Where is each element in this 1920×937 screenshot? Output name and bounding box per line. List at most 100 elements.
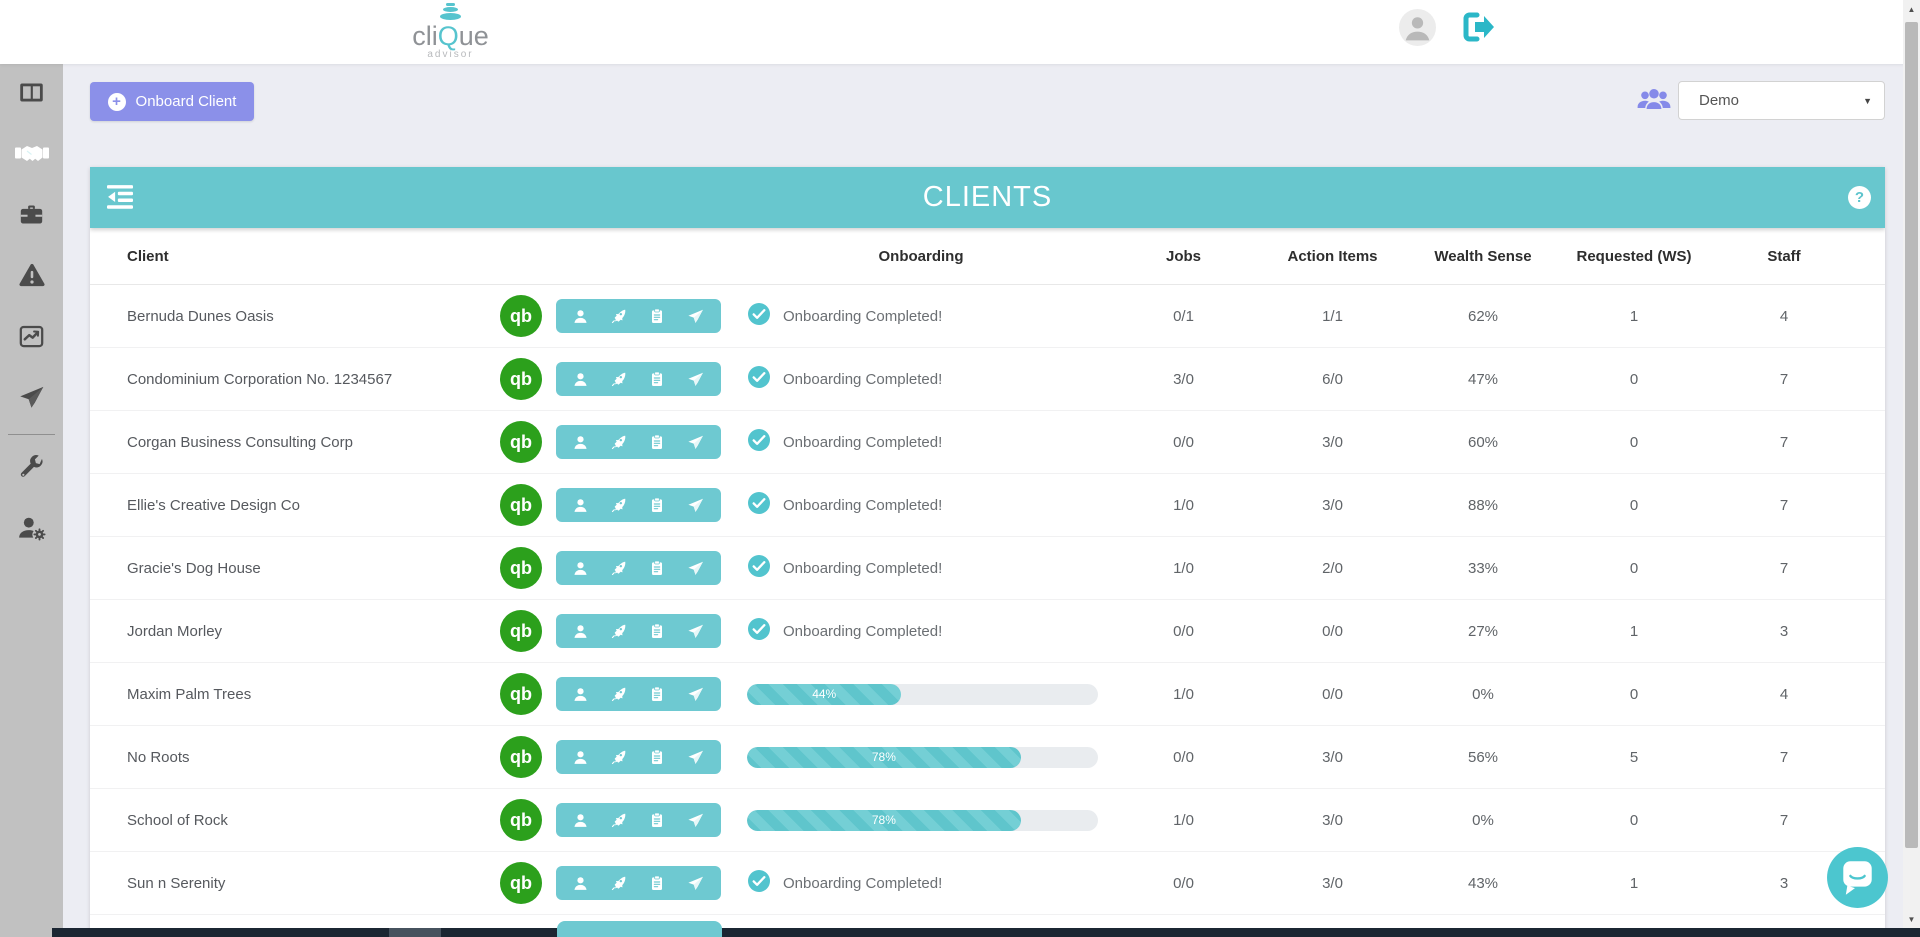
client-profile-button[interactable]	[568, 681, 594, 707]
action-items-cell: 0/0	[1322, 622, 1343, 640]
chat-bubble-icon[interactable]	[1825, 845, 1890, 910]
quickbooks-icon[interactable]: qb	[500, 862, 542, 904]
sidebar-item-tools[interactable]	[0, 439, 63, 500]
actions-cell	[546, 677, 730, 711]
sidebar-item-clients[interactable]	[0, 125, 63, 186]
quickbooks-icon[interactable]: qb	[500, 421, 542, 463]
onboarding-cell: Onboarding Completed!	[730, 429, 1112, 455]
help-icon[interactable]: ?	[1848, 186, 1871, 209]
tasks-clipboard-button[interactable]	[644, 807, 670, 833]
tasks-clipboard-button[interactable]	[644, 870, 670, 896]
sidebar-item-reports[interactable]	[0, 308, 63, 369]
bottom-bar-segment	[389, 928, 441, 937]
send-plane-button[interactable]	[682, 429, 708, 455]
client-profile-button[interactable]	[568, 870, 594, 896]
tasks-clipboard-button[interactable]	[644, 492, 670, 518]
launch-rocket-button[interactable]	[606, 744, 632, 770]
send-plane-button[interactable]	[682, 807, 708, 833]
onboarding-progress-bar: 78%	[747, 809, 1098, 831]
tasks-clipboard-button[interactable]	[644, 303, 670, 329]
send-plane-button[interactable]	[682, 744, 708, 770]
quickbooks-icon[interactable]: qb	[500, 673, 542, 715]
table-row: Bernuda Dunes Oasis qb Onboarding Comple…	[90, 285, 1885, 348]
table-row: Maxim Palm Trees qb 44%	[90, 663, 1885, 726]
launch-rocket-button[interactable]	[606, 303, 632, 329]
launch-rocket-button[interactable]	[606, 870, 632, 896]
launch-rocket-button[interactable]	[606, 681, 632, 707]
tasks-clipboard-button[interactable]	[644, 618, 670, 644]
staff-cell: 7	[1779, 559, 1789, 577]
launch-rocket-button[interactable]	[606, 807, 632, 833]
sidebar-item-user-settings[interactable]	[0, 500, 63, 561]
row-action-buttons	[555, 362, 721, 396]
jobs-cell: 0/0	[1173, 748, 1194, 766]
row-action-buttons	[555, 677, 721, 711]
check-circle-icon	[748, 555, 770, 581]
wealth-sense-cell: 0%	[1472, 685, 1494, 703]
check-circle-icon	[748, 429, 770, 455]
quickbooks-label: qb	[510, 305, 532, 326]
send-plane-button[interactable]	[682, 618, 708, 644]
row-action-buttons	[555, 740, 721, 774]
tasks-clipboard-button[interactable]	[644, 744, 670, 770]
quickbooks-icon[interactable]: qb	[500, 610, 542, 652]
tasks-clipboard-button[interactable]	[644, 429, 670, 455]
onboarding-status-text: Onboarding Completed!	[783, 874, 943, 892]
send-plane-button[interactable]	[682, 303, 708, 329]
scroll-up-arrow[interactable]: ▲	[1907, 5, 1916, 14]
client-profile-button[interactable]	[568, 492, 594, 518]
send-plane-button[interactable]	[682, 870, 708, 896]
col-requested-ws: Requested (WS)	[1576, 247, 1692, 265]
quickbooks-icon[interactable]: qb	[500, 736, 542, 778]
client-profile-button[interactable]	[568, 429, 594, 455]
tasks-clipboard-button[interactable]	[644, 366, 670, 392]
actions-cell	[546, 803, 730, 837]
actions-cell	[546, 866, 730, 900]
row-action-buttons	[555, 866, 721, 900]
sidebar-item-jobs[interactable]	[0, 186, 63, 247]
clique-logo: cliQue advisor	[403, 2, 498, 60]
sidebar-item-dashboard[interactable]	[0, 64, 63, 125]
client-profile-button[interactable]	[568, 618, 594, 644]
quickbooks-icon[interactable]: qb	[500, 484, 542, 526]
tasks-clipboard-button[interactable]	[644, 555, 670, 581]
logout-icon[interactable]	[1462, 12, 1496, 42]
partial-row-action-buttons[interactable]	[557, 921, 722, 937]
client-profile-button[interactable]	[568, 744, 594, 770]
quickbooks-icon[interactable]: qb	[500, 295, 542, 337]
onboarding-status-text: Onboarding Completed!	[783, 496, 943, 514]
client-profile-button[interactable]	[568, 366, 594, 392]
quickbooks-icon[interactable]: qb	[500, 547, 542, 589]
quickbooks-icon[interactable]: qb	[500, 358, 542, 400]
launch-rocket-button[interactable]	[606, 618, 632, 644]
launch-rocket-button[interactable]	[606, 366, 632, 392]
client-profile-button[interactable]	[568, 807, 594, 833]
send-plane-button[interactable]	[682, 681, 708, 707]
tasks-clipboard-button[interactable]	[644, 681, 670, 707]
launch-rocket-button[interactable]	[606, 429, 632, 455]
launch-rocket-button[interactable]	[606, 555, 632, 581]
send-plane-button[interactable]	[682, 555, 708, 581]
scrollbar-thumb[interactable]	[1905, 22, 1918, 848]
onboard-client-button[interactable]: + Onboard Client	[90, 82, 254, 121]
workspace-select-value: Demo	[1699, 92, 1740, 109]
actions-cell	[546, 362, 730, 396]
sidebar-item-send[interactable]	[0, 369, 63, 430]
scroll-down-arrow[interactable]: ▼	[1907, 915, 1916, 924]
workspace-select[interactable]: Demo ▼	[1678, 81, 1885, 120]
launch-rocket-button[interactable]	[606, 492, 632, 518]
handshake-icon	[14, 141, 49, 171]
quickbooks-icon[interactable]: qb	[500, 799, 542, 841]
outdent-icon[interactable]	[107, 185, 133, 209]
client-profile-button[interactable]	[568, 555, 594, 581]
quickbooks-label: qb	[510, 872, 532, 893]
col-action-items: Action Items	[1287, 247, 1378, 265]
client-profile-button[interactable]	[568, 303, 594, 329]
send-plane-button[interactable]	[682, 366, 708, 392]
user-avatar-icon[interactable]	[1399, 9, 1436, 46]
send-plane-button[interactable]	[682, 492, 708, 518]
vertical-scrollbar[interactable]: ▲ ▼	[1903, 0, 1920, 928]
requested-ws-cell: 1	[1629, 874, 1639, 892]
wealth-sense-cell: 60%	[1467, 433, 1499, 451]
sidebar-item-alerts[interactable]	[0, 247, 63, 308]
